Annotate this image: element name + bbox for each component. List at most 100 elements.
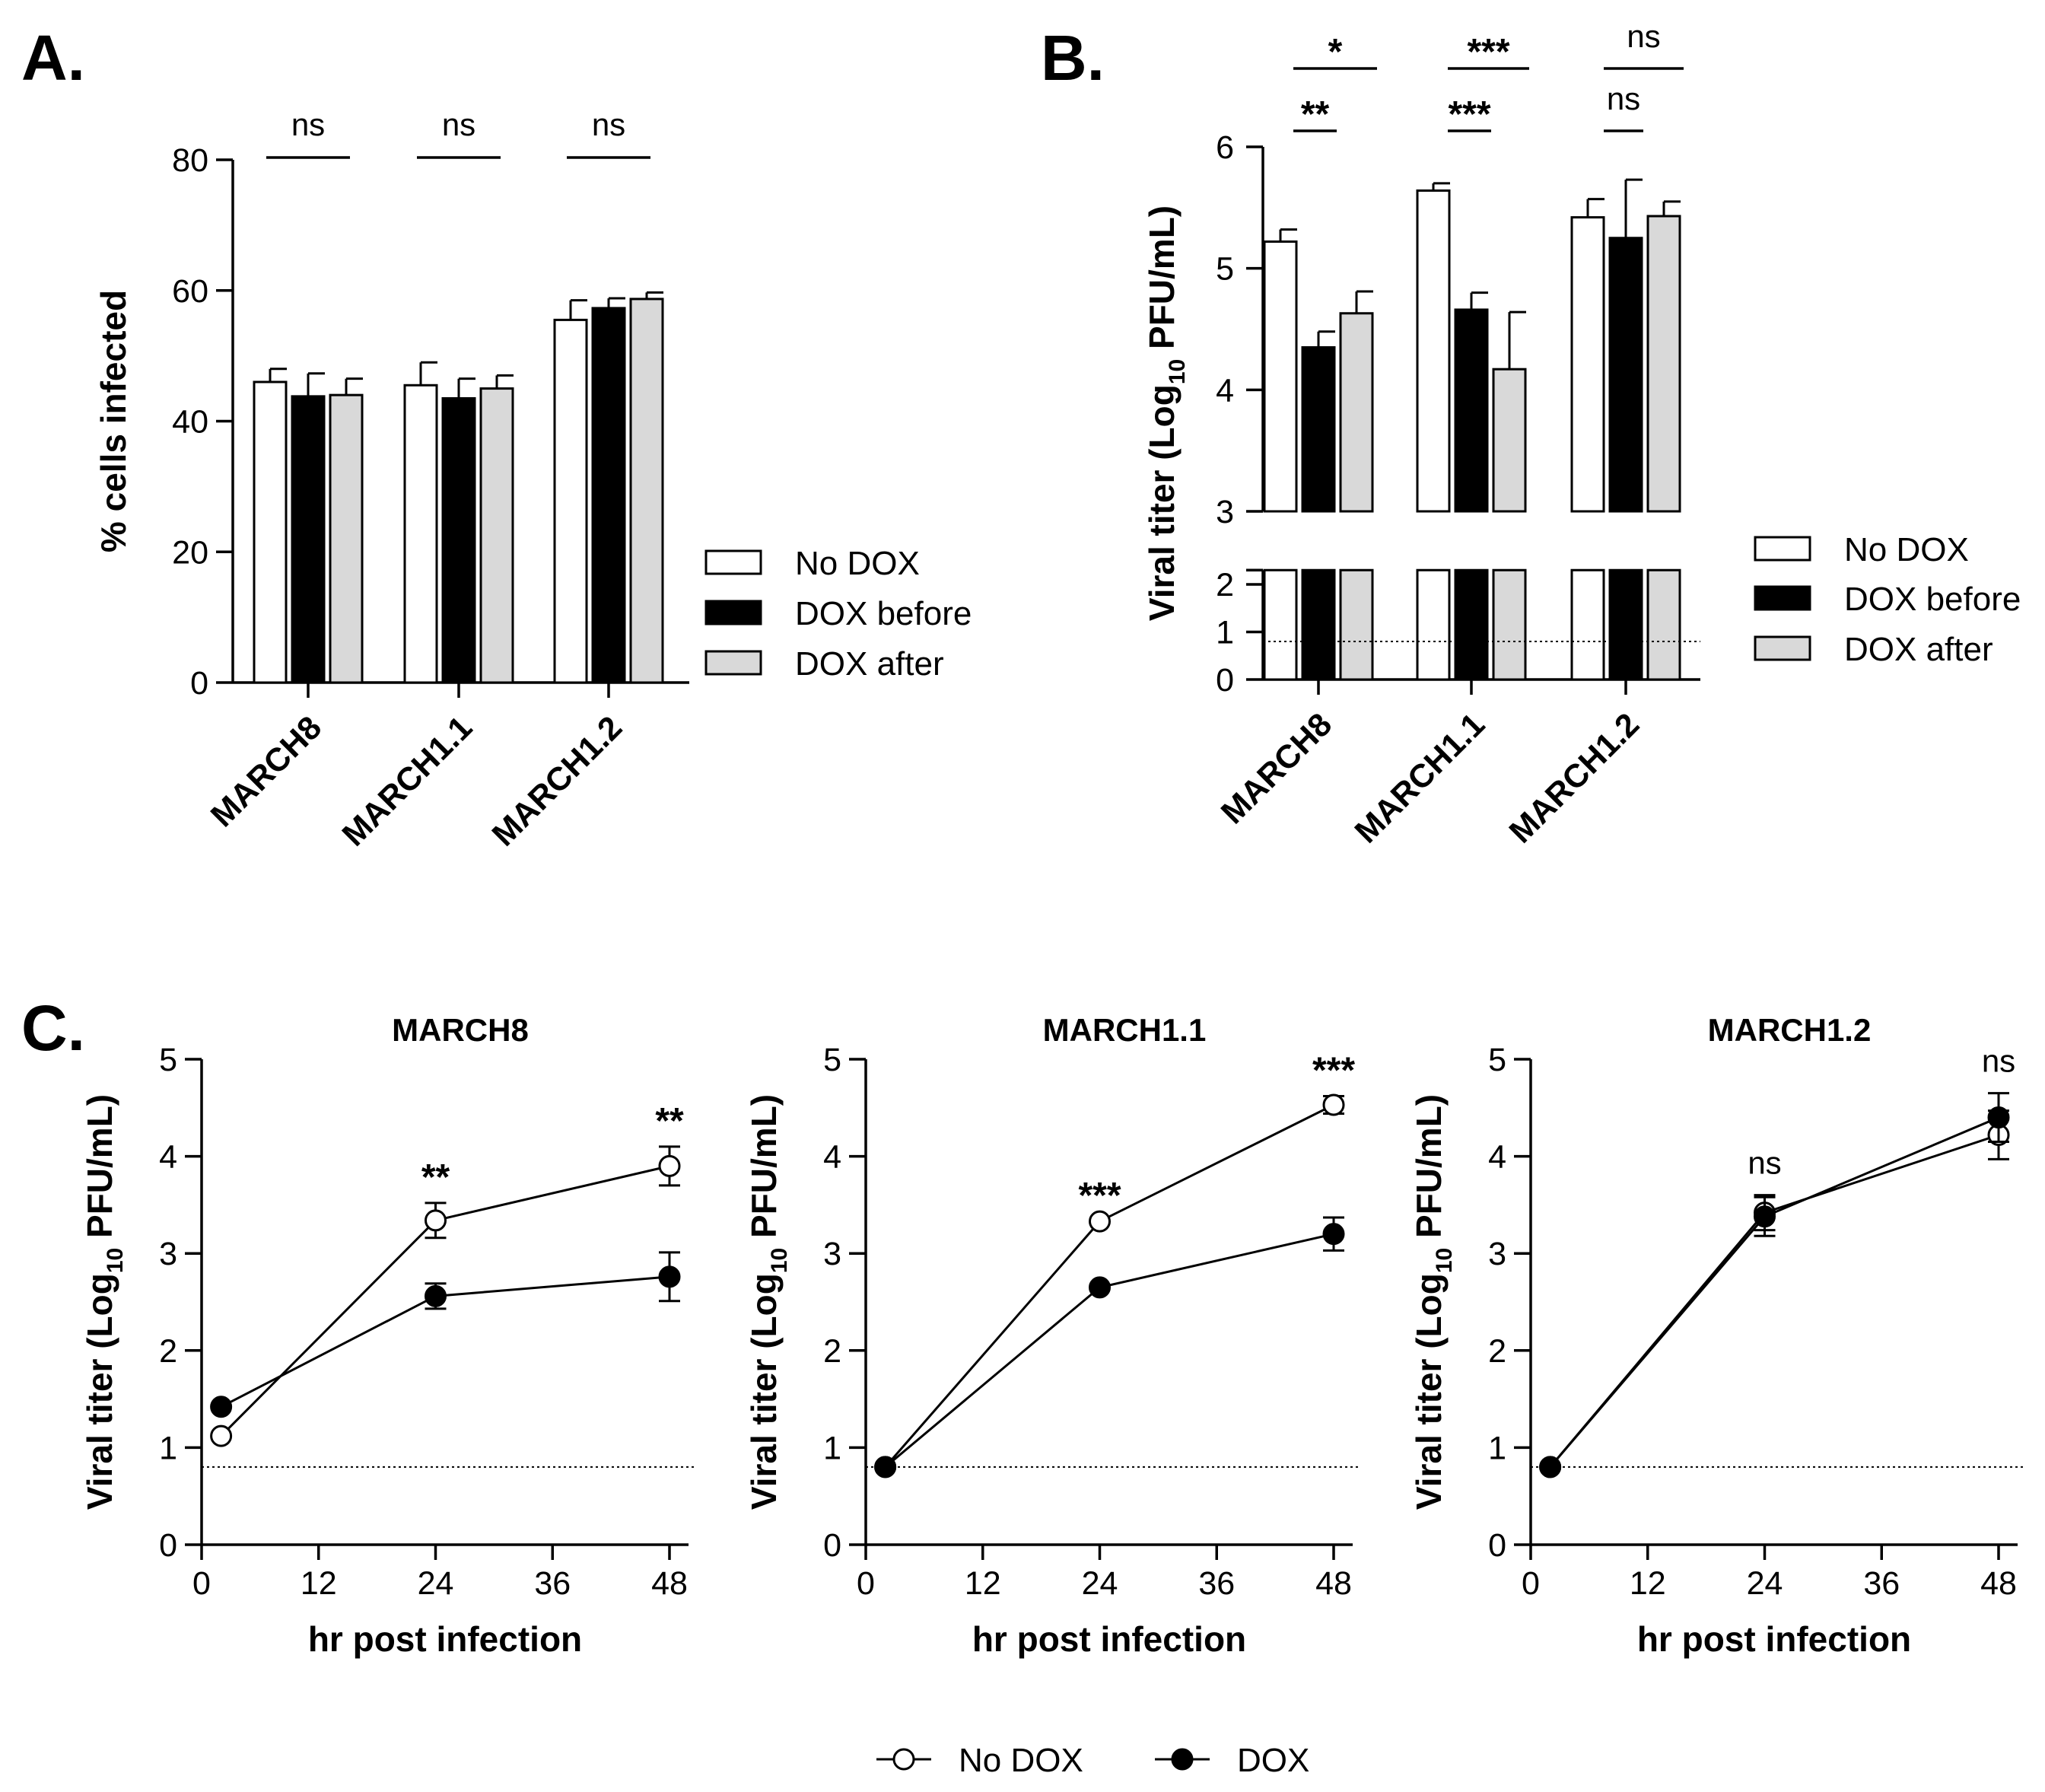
bar-lower — [1570, 568, 1605, 681]
bar-upper — [1416, 189, 1451, 513]
category-label: MARCH1.1 — [336, 709, 479, 853]
x-axis-title: hr post infection — [972, 1619, 1246, 1659]
y-axis-title-part: PFU/mL) — [744, 1094, 784, 1248]
category-label: MARCH8 — [1214, 706, 1339, 831]
y-axis-title-subscript: 10 — [1165, 359, 1190, 384]
x-tick-label: 12 — [1630, 1565, 1666, 1602]
legend-marker-open — [892, 1748, 915, 1771]
x-tick-label: 0 — [1522, 1565, 1540, 1602]
bar — [403, 384, 438, 684]
legend-label: No DOX — [959, 1742, 1083, 1779]
legend-label: DOX before — [1844, 581, 2021, 618]
y-tick-label: 4 — [1488, 1139, 1506, 1176]
legend-swatch — [1754, 585, 1811, 611]
panel-letter-b: B. — [1041, 22, 1105, 94]
y-tick-label: 1 — [1488, 1430, 1506, 1466]
y-axis-title: Viral titer (Log10 PFU/mL) — [744, 1094, 792, 1510]
significance-label: ** — [1301, 94, 1330, 135]
y-tick-label: 80 — [172, 142, 208, 179]
data-point-open — [1322, 1093, 1345, 1116]
x-tick-label: 24 — [1747, 1565, 1783, 1602]
bar-upper — [1492, 368, 1527, 513]
significance-label: * — [1328, 32, 1343, 72]
y-tick-label: 2 — [1216, 567, 1234, 603]
significance-label: ** — [421, 1157, 450, 1198]
x-tick-label: 0 — [192, 1565, 211, 1602]
x-axis-title: hr post infection — [308, 1619, 582, 1659]
bar-lower — [1492, 568, 1527, 681]
bar-lower — [1416, 568, 1451, 681]
y-axis-title-part: Viral titer (Log — [744, 1273, 784, 1510]
y-tick-label: 3 — [1216, 494, 1234, 530]
x-tick-label: 48 — [1315, 1565, 1352, 1602]
bar-lower — [1301, 568, 1336, 681]
y-axis-title-part: Viral titer (Log — [1142, 384, 1182, 621]
y-tick-label: 2 — [159, 1333, 177, 1370]
series-line — [884, 1233, 1334, 1469]
data-point-filled — [658, 1265, 681, 1288]
y-axis-title-part: PFU/mL) — [80, 1094, 119, 1248]
data-point-filled — [1754, 1205, 1776, 1228]
bar-lower — [1646, 568, 1681, 681]
data-point-filled — [210, 1396, 233, 1418]
x-tick-label: 24 — [1082, 1565, 1118, 1602]
y-tick-label: 6 — [1216, 129, 1234, 166]
y-axis-title-part: Viral titer (Log — [80, 1273, 119, 1510]
x-axis-title: hr post infection — [1637, 1619, 1911, 1659]
significance-label: ns — [1607, 81, 1640, 116]
legend-swatch — [1754, 536, 1811, 562]
data-point-open — [658, 1154, 681, 1177]
legend-c: No DOX DOX — [876, 1742, 1309, 1779]
significance-label: ns — [1982, 1043, 2015, 1079]
bar-upper — [1608, 237, 1643, 513]
data-point-open — [425, 1209, 447, 1232]
x-tick-label: 12 — [965, 1565, 1001, 1602]
y-tick-label: 40 — [172, 404, 208, 441]
bar-upper — [1339, 312, 1374, 513]
y-tick-label: 1 — [159, 1430, 177, 1466]
bar-lower — [1454, 568, 1489, 681]
bar — [591, 307, 626, 684]
y-tick-label: 2 — [823, 1333, 841, 1370]
significance-label: ns — [592, 107, 625, 142]
legend-swatch — [704, 549, 762, 575]
bar — [291, 395, 326, 684]
data-point-filled — [1322, 1223, 1345, 1246]
y-tick-label: 0 — [159, 1527, 177, 1564]
y-tick-label: 5 — [159, 1042, 177, 1078]
y-tick-label: 3 — [1488, 1236, 1506, 1272]
y-tick-label: 1 — [823, 1430, 841, 1466]
y-tick-label: 3 — [823, 1236, 841, 1272]
significance-label: *** — [1312, 1050, 1355, 1090]
panel-b-bar-chart: B. 0 1 2 3 4 5 6 Viral titer (Log10 PFU/mL) MARCH… — [1041, 18, 2021, 851]
legend-swatch — [1754, 635, 1811, 661]
panel-letter-a: A. — [21, 22, 85, 94]
y-tick-label: 4 — [1216, 372, 1234, 409]
bar-upper — [1263, 240, 1298, 513]
y-tick-label: 0 — [190, 665, 208, 702]
y-tick-label: 60 — [172, 273, 208, 310]
bar — [441, 396, 476, 684]
legend-swatch — [704, 650, 762, 676]
y-axis-title-part: PFU/mL) — [1142, 205, 1182, 359]
y-tick-label: 4 — [159, 1139, 177, 1176]
y-axis-title-part: Viral titer (Log — [1409, 1273, 1449, 1510]
significance-label: *** — [1448, 94, 1490, 135]
category-label: MARCH1.1 — [1348, 706, 1492, 850]
x-tick-label: 36 — [1198, 1565, 1235, 1602]
panel-letter-c: C. — [21, 992, 85, 1064]
y-axis-title: Viral titer (Log10 PFU/mL) — [1409, 1094, 1457, 1510]
data-point-filled — [1539, 1456, 1562, 1478]
bar-lower — [1263, 568, 1298, 681]
x-tick-label: 48 — [651, 1565, 688, 1602]
bar — [479, 387, 514, 684]
x-tick-label: 24 — [418, 1565, 454, 1602]
data-point-filled — [1089, 1276, 1111, 1299]
x-tick-label: 36 — [1863, 1565, 1900, 1602]
y-tick-label: 0 — [1488, 1527, 1506, 1564]
data-point-filled — [874, 1456, 897, 1478]
category-label: MARCH8 — [204, 709, 329, 834]
